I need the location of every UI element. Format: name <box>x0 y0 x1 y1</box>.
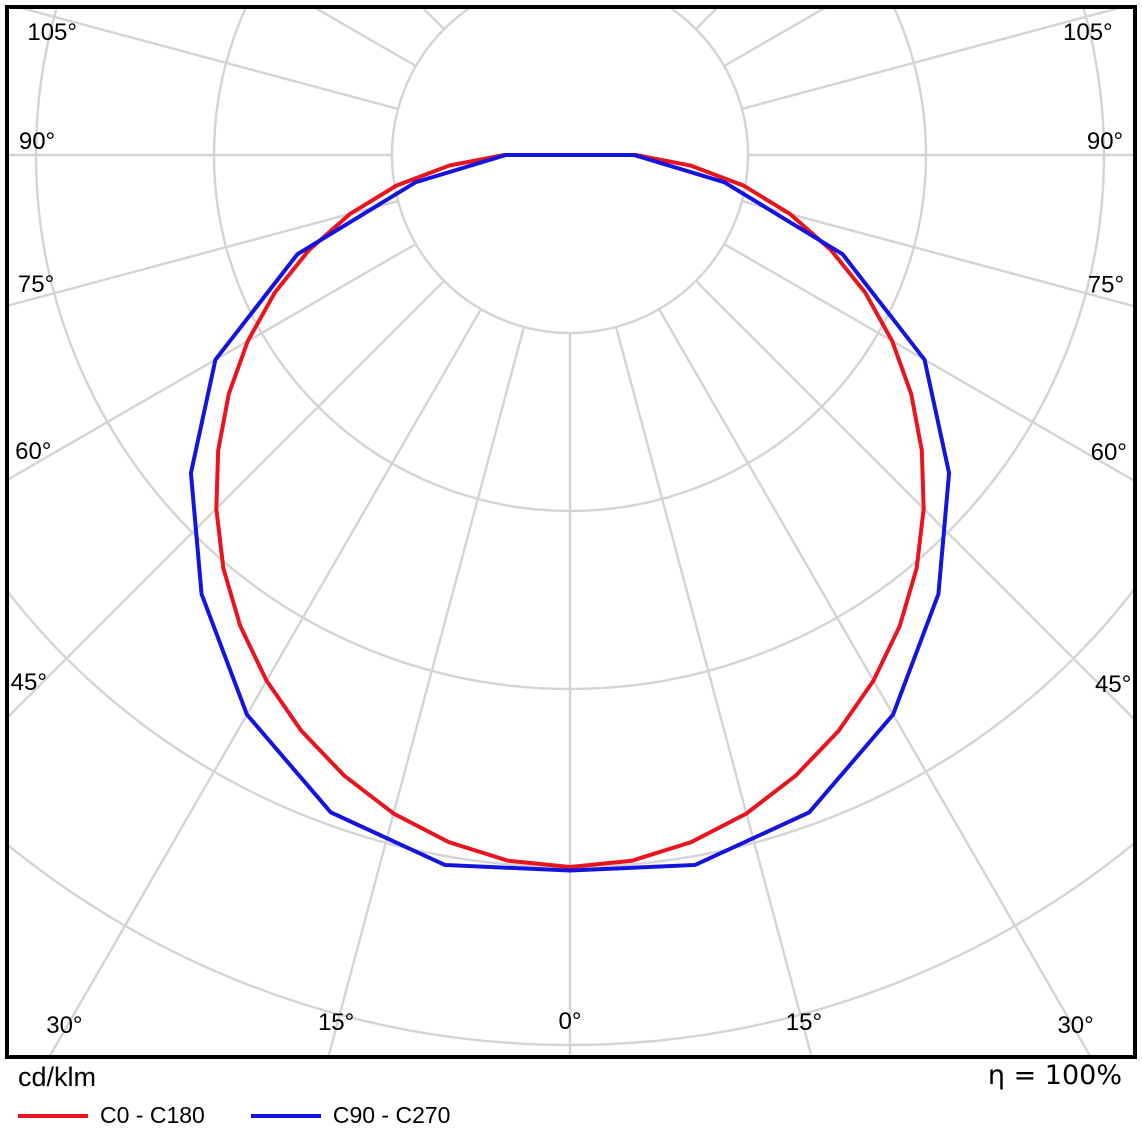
angle-grid-line <box>48 308 483 1055</box>
angle-label-105: 105° <box>1063 19 1113 46</box>
units-label: cd/klm <box>18 1062 97 1092</box>
angle-label-105: 105° <box>27 19 77 46</box>
legend: C0 - C180 C90 - C270 <box>18 1102 450 1129</box>
c90-c270-line-swatch <box>250 1113 321 1118</box>
angle-label-90: 90° <box>19 128 55 155</box>
angle-grid-line <box>741 199 1133 308</box>
angle-label-75: 75° <box>18 271 54 298</box>
legend-item-c90-c270: C90 - C270 <box>250 1102 451 1129</box>
angle-grid-line <box>741 9 1120 111</box>
angle-grid-line <box>614 326 813 1055</box>
series-curves <box>188 153 952 873</box>
angle-label-60: 60° <box>1091 439 1127 466</box>
angle-labels: 0° 15° 15° 30° 30° 45° 45° 60° 60° 75° 75° 90° 90° 10… <box>11 19 1132 1039</box>
angle-label-0: 0° <box>559 1008 582 1035</box>
legend-label-c0-c180: C0 - C180 <box>100 1102 205 1128</box>
angle-label-30: 30° <box>1057 1012 1093 1039</box>
angle-label-60: 60° <box>15 438 51 465</box>
efficiency-value: η = 100% <box>987 1060 1122 1091</box>
angle-label-75: 75° <box>1088 272 1124 299</box>
angle-grid-line <box>9 280 445 718</box>
c0-c180-line-swatch <box>18 1113 88 1118</box>
angle-label-30: 30° <box>46 1012 82 1039</box>
angle-label-90: 90° <box>1087 128 1123 155</box>
legend-item-c0-c180: C0 - C180 <box>18 1102 205 1129</box>
angle-grid-line <box>9 242 417 481</box>
curve-c0-c180 <box>214 153 926 870</box>
plot-border <box>5 5 1137 1059</box>
angle-label-15: 15° <box>786 1009 822 1036</box>
angle-label-45: 45° <box>1095 671 1131 698</box>
angle-grid-line <box>9 199 399 307</box>
curve-c90-c270 <box>188 153 952 873</box>
angle-grid-line <box>657 308 1092 1055</box>
angle-label-45: 45° <box>11 669 47 696</box>
angle-grid-line <box>327 326 526 1055</box>
angle-grid-line <box>20 9 399 111</box>
angle-label-15: 15° <box>318 1009 354 1036</box>
angle-grid-line <box>695 280 1133 720</box>
angle-grid-line <box>723 242 1133 482</box>
legend-label-c90-c270: C90 - C270 <box>332 1102 451 1128</box>
